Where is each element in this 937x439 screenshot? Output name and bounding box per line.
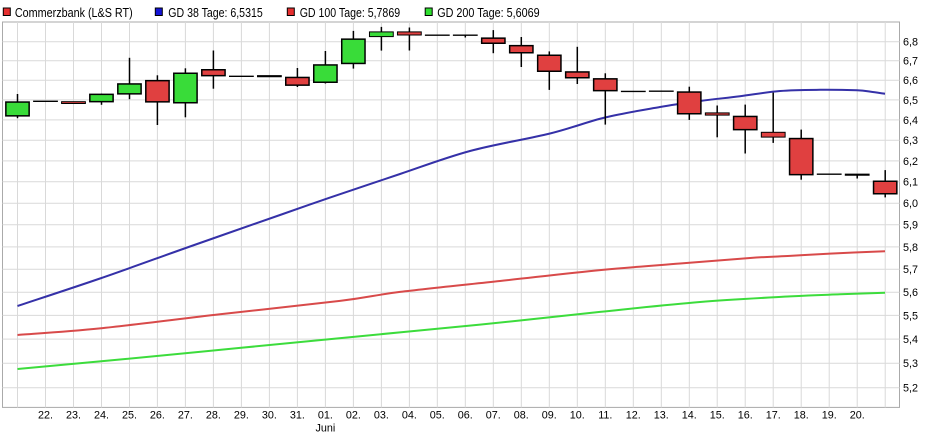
svg-text:5,7: 5,7 bbox=[903, 264, 918, 276]
svg-text:24.: 24. bbox=[94, 410, 109, 422]
svg-text:5,9: 5,9 bbox=[903, 220, 918, 232]
svg-text:06.: 06. bbox=[458, 410, 473, 422]
svg-text:13.: 13. bbox=[654, 410, 669, 422]
svg-text:5,2: 5,2 bbox=[903, 383, 918, 395]
svg-text:GD 38 Tage: 6,5315: GD 38 Tage: 6,5315 bbox=[168, 5, 262, 20]
svg-text:6,0: 6,0 bbox=[903, 198, 918, 210]
svg-text:19.: 19. bbox=[822, 410, 837, 422]
svg-text:31.: 31. bbox=[290, 410, 305, 422]
svg-text:GD 200 Tage: 5,6069: GD 200 Tage: 5,6069 bbox=[437, 5, 540, 20]
svg-text:6,4: 6,4 bbox=[903, 115, 918, 127]
svg-text:20.: 20. bbox=[850, 410, 865, 422]
svg-text:27.: 27. bbox=[178, 410, 193, 422]
svg-text:02.: 02. bbox=[346, 410, 361, 422]
svg-text:29.: 29. bbox=[234, 410, 249, 422]
svg-text:05.: 05. bbox=[430, 410, 445, 422]
svg-text:12.: 12. bbox=[626, 410, 641, 422]
svg-text:16.: 16. bbox=[738, 410, 753, 422]
svg-text:5,8: 5,8 bbox=[903, 242, 918, 254]
svg-text:5,3: 5,3 bbox=[903, 358, 918, 370]
svg-text:11.: 11. bbox=[598, 410, 612, 422]
svg-text:6,8: 6,8 bbox=[903, 37, 918, 49]
svg-text:GD 100 Tage: 5,7869: GD 100 Tage: 5,7869 bbox=[300, 5, 400, 20]
svg-text:01.: 01. bbox=[318, 410, 333, 422]
svg-text:08.: 08. bbox=[514, 410, 529, 422]
svg-text:28.: 28. bbox=[206, 410, 221, 422]
svg-text:6,3: 6,3 bbox=[903, 135, 918, 147]
svg-text:6,2: 6,2 bbox=[903, 156, 918, 168]
svg-text:Commerzbank (L&S RT): Commerzbank (L&S RT) bbox=[15, 5, 133, 20]
svg-text:23.: 23. bbox=[66, 410, 81, 422]
svg-text:5,6: 5,6 bbox=[903, 287, 918, 299]
svg-text:03.: 03. bbox=[374, 410, 389, 422]
svg-text:07.: 07. bbox=[486, 410, 501, 422]
svg-text:25.: 25. bbox=[122, 410, 137, 422]
svg-text:6,6: 6,6 bbox=[903, 75, 918, 87]
svg-text:15.: 15. bbox=[710, 410, 725, 422]
svg-text:6,7: 6,7 bbox=[903, 56, 918, 68]
svg-text:6,1: 6,1 bbox=[903, 177, 918, 189]
svg-text:6,5: 6,5 bbox=[903, 95, 918, 107]
svg-text:04.: 04. bbox=[402, 410, 417, 422]
svg-text:5,5: 5,5 bbox=[903, 310, 918, 322]
svg-text:30.: 30. bbox=[262, 410, 277, 422]
svg-text:17.: 17. bbox=[766, 410, 781, 422]
svg-text:18.: 18. bbox=[794, 410, 809, 422]
svg-text:26.: 26. bbox=[150, 410, 165, 422]
svg-text:Juni: Juni bbox=[315, 423, 335, 434]
svg-text:14.: 14. bbox=[682, 410, 697, 422]
svg-text:10.: 10. bbox=[570, 410, 585, 422]
svg-text:5,4: 5,4 bbox=[903, 334, 918, 346]
svg-text:22.: 22. bbox=[38, 410, 53, 422]
svg-text:09.: 09. bbox=[542, 410, 557, 422]
